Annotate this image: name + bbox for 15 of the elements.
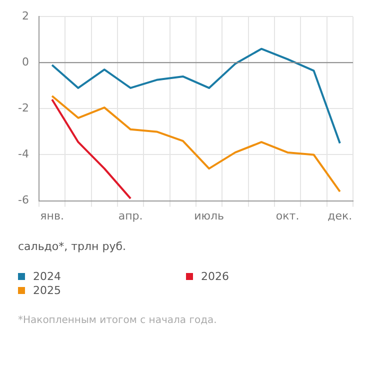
x-tick-label: дек. <box>328 209 352 222</box>
x-tick-label: июль <box>194 209 224 222</box>
legend-label: 2025 <box>33 284 61 296</box>
x-tick-label: апр. <box>118 209 143 222</box>
legend-label: 2026 <box>201 270 229 282</box>
x-tick-label: окт. <box>276 209 300 222</box>
y-tick-label: -4 <box>18 148 29 161</box>
x-tick-label: янв. <box>40 209 64 222</box>
y-tick-label: -6 <box>18 194 29 207</box>
y-axis-title: сальдо*, трлн руб. <box>18 240 128 253</box>
y-tick-label: 0 <box>22 56 29 69</box>
text: *Накопленным итогом с начала года. <box>18 315 218 326</box>
y-tick-label: -2 <box>18 102 29 115</box>
y-tick-label: 2 <box>22 9 29 22</box>
legend-label: 2024 <box>33 270 61 282</box>
